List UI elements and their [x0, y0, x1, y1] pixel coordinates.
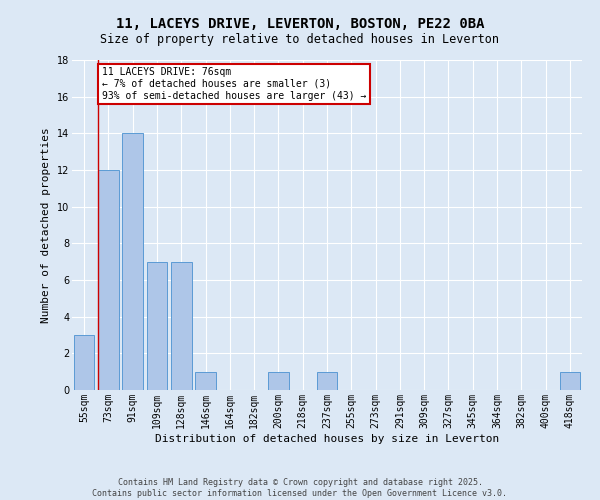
Text: Contains HM Land Registry data © Crown copyright and database right 2025.
Contai: Contains HM Land Registry data © Crown c… [92, 478, 508, 498]
Bar [195, 372, 216, 390]
Bar [146, 262, 167, 390]
Bar [171, 262, 191, 390]
Bar [268, 372, 289, 390]
Y-axis label: Number of detached properties: Number of detached properties [41, 127, 51, 323]
Text: 11, LACEYS DRIVE, LEVERTON, BOSTON, PE22 0BA: 11, LACEYS DRIVE, LEVERTON, BOSTON, PE22… [116, 18, 484, 32]
X-axis label: Distribution of detached houses by size in Leverton: Distribution of detached houses by size … [155, 434, 499, 444]
Bar [560, 372, 580, 390]
Bar [98, 170, 119, 390]
Bar [122, 134, 143, 390]
Text: 11 LACEYS DRIVE: 76sqm
← 7% of detached houses are smaller (3)
93% of semi-detac: 11 LACEYS DRIVE: 76sqm ← 7% of detached … [102, 68, 366, 100]
Bar [74, 335, 94, 390]
Text: Size of property relative to detached houses in Leverton: Size of property relative to detached ho… [101, 32, 499, 46]
Bar [317, 372, 337, 390]
